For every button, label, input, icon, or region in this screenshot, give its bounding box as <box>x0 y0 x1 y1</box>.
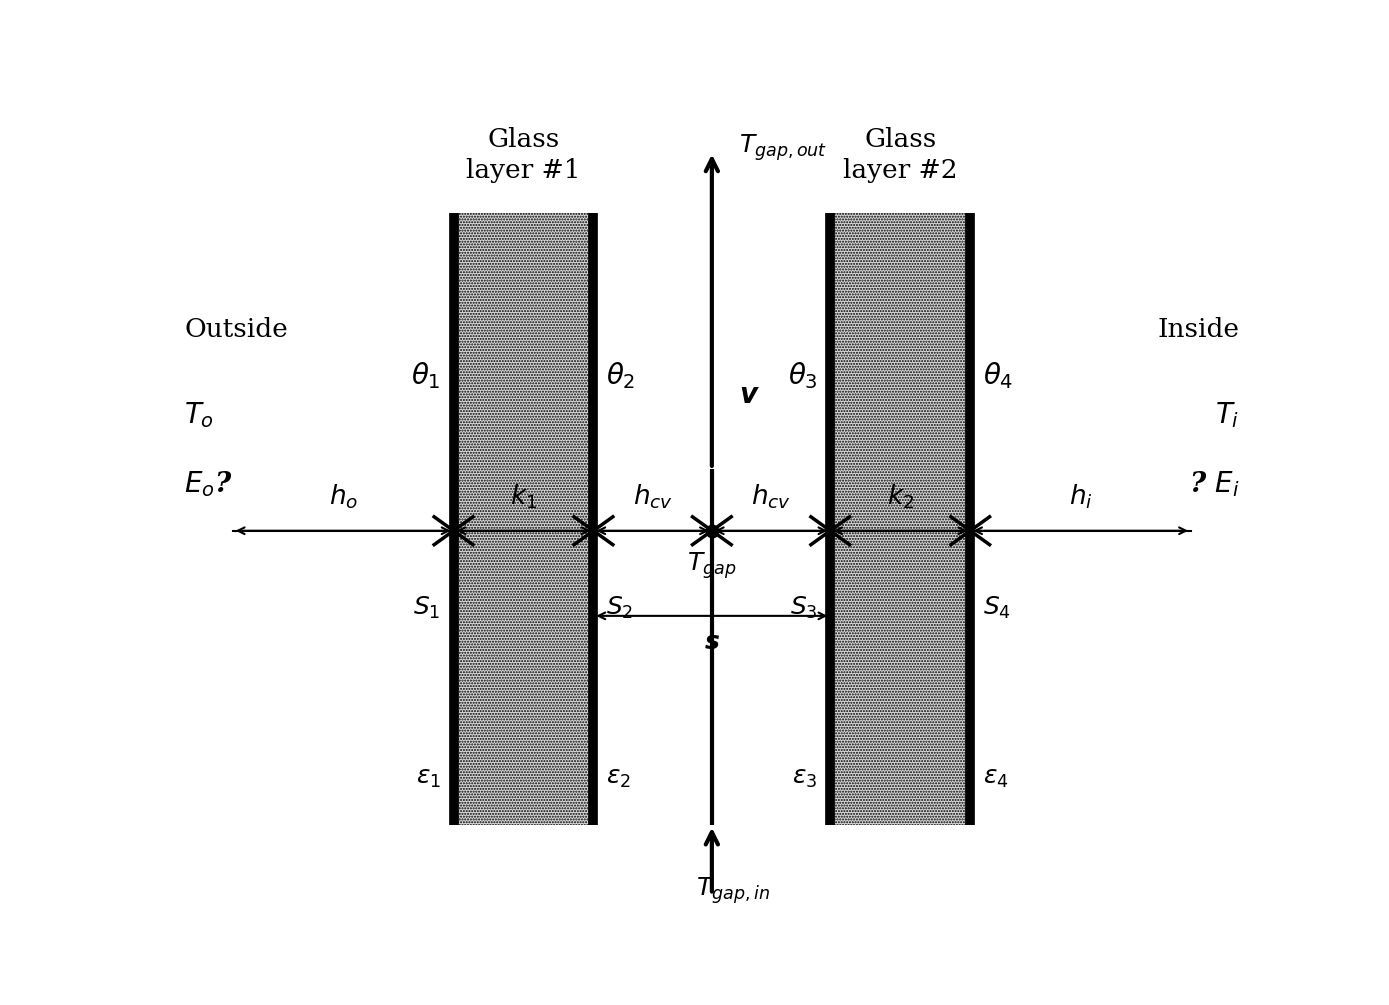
Text: $\boldsymbol{h_o}$: $\boldsymbol{h_o}$ <box>329 482 358 512</box>
Text: $\boldsymbol{\theta_3}$: $\boldsymbol{\theta_3}$ <box>788 361 817 391</box>
Text: $\boldsymbol{h_{cv}}$: $\boldsymbol{h_{cv}}$ <box>632 482 672 512</box>
Text: $T_i$: $T_i$ <box>1215 400 1239 429</box>
Text: $\boldsymbol{\varepsilon_3}$: $\boldsymbol{\varepsilon_3}$ <box>792 767 817 790</box>
Text: $\boldsymbol{k_1}$: $\boldsymbol{k_1}$ <box>510 482 538 512</box>
Text: $E_o$?: $E_o$? <box>185 469 233 499</box>
Text: $\boldsymbol{S_2}$: $\boldsymbol{S_2}$ <box>607 595 633 621</box>
Text: $T_o$: $T_o$ <box>185 400 214 429</box>
Text: ? $E_i$: ? $E_i$ <box>1189 469 1239 499</box>
Text: $\boldsymbol{S_1}$: $\boldsymbol{S_1}$ <box>413 595 440 621</box>
Text: $\boldsymbol{\varepsilon_1}$: $\boldsymbol{\varepsilon_1}$ <box>415 767 440 790</box>
Text: $\boldsymbol{v}$: $\boldsymbol{v}$ <box>739 382 760 409</box>
Text: $\boldsymbol{h_i}$: $\boldsymbol{h_i}$ <box>1068 482 1092 512</box>
Text: $\boldsymbol{s}$: $\boldsymbol{s}$ <box>704 630 720 654</box>
Text: $\boldsymbol{T_{gap}}$: $\boldsymbol{T_{gap}}$ <box>688 550 736 581</box>
Text: $\boldsymbol{S_3}$: $\boldsymbol{S_3}$ <box>790 595 817 621</box>
Text: Glass
layer #1: Glass layer #1 <box>467 127 581 183</box>
Text: $\boldsymbol{\theta_4}$: $\boldsymbol{\theta_4}$ <box>983 361 1014 391</box>
Text: $\boldsymbol{\theta_1}$: $\boldsymbol{\theta_1}$ <box>411 361 440 391</box>
Text: Outside: Outside <box>185 317 288 342</box>
Text: $\boldsymbol{\theta_2}$: $\boldsymbol{\theta_2}$ <box>607 361 636 391</box>
Text: $\boldsymbol{h_{cv}}$: $\boldsymbol{h_{cv}}$ <box>751 482 792 512</box>
Text: $\boldsymbol{T_{gap,in}}$: $\boldsymbol{T_{gap,in}}$ <box>696 875 771 906</box>
Text: $\boldsymbol{S_4}$: $\boldsymbol{S_4}$ <box>983 595 1011 621</box>
Bar <box>453 213 593 825</box>
Text: Glass
layer #2: Glass layer #2 <box>843 127 957 183</box>
Text: $\boldsymbol{T_{gap,out}}$: $\boldsymbol{T_{gap,out}}$ <box>739 133 828 163</box>
Text: Inside: Inside <box>1157 317 1239 342</box>
Bar <box>831 213 970 825</box>
Text: $\boldsymbol{\varepsilon_4}$: $\boldsymbol{\varepsilon_4}$ <box>983 767 1008 790</box>
Text: $\boldsymbol{\varepsilon_2}$: $\boldsymbol{\varepsilon_2}$ <box>607 767 631 790</box>
Text: $\boldsymbol{k_2}$: $\boldsymbol{k_2}$ <box>886 482 914 512</box>
